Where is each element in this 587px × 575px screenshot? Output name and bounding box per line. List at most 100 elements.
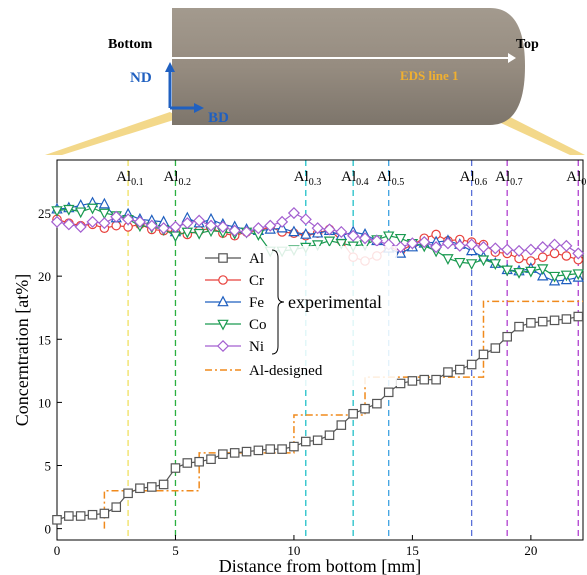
sample-bar <box>172 8 525 125</box>
marker <box>336 420 347 430</box>
reference-label-sub: 0.2 <box>178 177 191 188</box>
marker <box>288 225 300 237</box>
marker <box>406 237 419 250</box>
marker <box>206 454 216 465</box>
marker <box>419 374 430 385</box>
plot-frame <box>56 159 584 541</box>
marker <box>276 215 289 228</box>
y-tick-label: 25 <box>38 206 51 221</box>
marker <box>323 223 336 236</box>
marker <box>110 210 123 223</box>
bd-label: BD <box>208 110 229 126</box>
marker <box>50 215 64 228</box>
marker <box>490 343 501 353</box>
legend-label: Al <box>249 251 264 267</box>
y-axis-label: Concerntration [at%] <box>12 274 32 426</box>
marker <box>489 242 502 255</box>
marker <box>537 269 549 281</box>
marker <box>277 444 287 454</box>
marker <box>311 240 324 252</box>
marker <box>572 247 585 260</box>
marker <box>253 445 264 456</box>
reference-label-sub: 0.7 <box>510 177 523 188</box>
marker <box>300 228 312 239</box>
marker <box>489 259 502 271</box>
marker <box>407 376 418 386</box>
marker <box>62 218 75 231</box>
marker <box>454 364 465 375</box>
marker <box>299 213 312 226</box>
marker <box>572 269 584 281</box>
reference-label-main: Al <box>495 169 510 185</box>
marker <box>502 331 512 342</box>
x-tick-label: 15 <box>406 543 419 558</box>
reference-label-sub: 0.5 <box>392 177 405 188</box>
marker <box>560 239 573 252</box>
marker <box>477 255 490 267</box>
marker <box>169 231 182 243</box>
marker <box>145 219 158 232</box>
marker <box>394 241 407 254</box>
marker <box>63 204 75 216</box>
reference-label-sub: 0.1 <box>131 177 144 188</box>
marker <box>74 220 87 233</box>
marker <box>514 321 524 332</box>
reference-label-main: Al <box>377 169 392 185</box>
marker <box>170 463 181 473</box>
marker <box>111 502 122 512</box>
marker <box>193 228 205 240</box>
marker <box>501 243 514 256</box>
marker <box>75 511 86 521</box>
marker <box>561 314 572 324</box>
eds-label: EDS line 1 <box>400 68 459 83</box>
marker <box>182 458 193 468</box>
marker <box>418 236 431 249</box>
top-label: Top <box>516 37 539 52</box>
marker <box>383 231 395 243</box>
marker <box>526 318 536 328</box>
marker <box>300 436 311 447</box>
marker <box>561 251 572 261</box>
marker <box>265 444 276 454</box>
zoom-left <box>45 112 180 155</box>
reference-label-main: Al <box>341 169 356 185</box>
marker <box>443 367 453 377</box>
marker <box>218 449 228 459</box>
marker <box>216 339 230 353</box>
marker <box>311 222 324 235</box>
marker <box>217 319 229 331</box>
legend-label: Al-designed <box>249 363 323 379</box>
y-tick-label: 0 <box>45 522 52 537</box>
marker <box>146 482 157 492</box>
reference-label-sub: 0.3 <box>309 177 322 188</box>
reference-label: Al0.2 <box>163 169 191 188</box>
marker <box>122 213 135 226</box>
marker <box>193 214 206 227</box>
marker <box>86 215 99 228</box>
marker <box>478 349 489 360</box>
reference-label-sub: 0.4 <box>356 177 369 188</box>
marker <box>241 446 252 457</box>
reference-label: Al0.4 <box>341 169 369 188</box>
x-tick-label: 20 <box>524 543 537 558</box>
marker <box>524 243 537 256</box>
marker <box>501 265 513 277</box>
x-tick-label: 0 <box>54 543 61 558</box>
marker <box>312 435 323 446</box>
marker <box>218 275 228 285</box>
marker <box>240 225 253 239</box>
marker <box>360 403 370 414</box>
reference-label-sub: 0.6 <box>475 177 488 188</box>
marker <box>252 222 265 235</box>
marker <box>51 206 63 217</box>
marker <box>264 219 277 232</box>
marker <box>157 222 170 235</box>
marker <box>287 206 300 220</box>
marker <box>86 203 99 215</box>
legend-group-label: experimental <box>288 292 382 312</box>
reference-label: Al0.7 <box>495 169 523 188</box>
nd-label: ND <box>130 70 152 86</box>
marker <box>370 234 383 247</box>
legend-label: Co <box>249 317 267 333</box>
